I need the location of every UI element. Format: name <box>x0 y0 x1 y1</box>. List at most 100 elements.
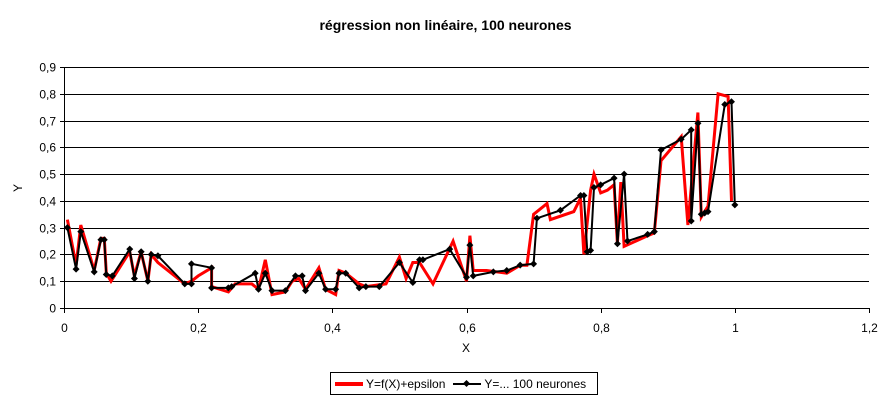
data-point-marker <box>644 230 652 238</box>
data-point-marker <box>322 285 330 293</box>
data-point-marker <box>362 283 370 291</box>
chart-title: régression non linéaire, 100 neurones <box>319 17 572 33</box>
x-tick-label: 0,8 <box>593 321 610 335</box>
y-tick-label: 0,3 <box>39 222 56 236</box>
data-point-marker <box>466 241 474 249</box>
y-tick-label: 0,1 <box>39 275 56 289</box>
data-point-marker <box>556 206 564 214</box>
legend-item-neurones: Y=... 100 neurones <box>453 377 586 391</box>
y-axis-title: Y <box>11 184 25 192</box>
data-point-marker <box>281 287 289 295</box>
black-diamond-line-icon <box>453 379 482 389</box>
data-point-marker <box>187 280 195 288</box>
data-point-marker <box>100 236 108 244</box>
y-tick-label: 0,8 <box>39 88 56 102</box>
legend: Y=f(X)+epsilon Y=... 100 neurones <box>330 372 598 395</box>
tick-labels: 0 0,1 0,2 0,3 0,4 0,5 0,6 0,7 0,8 0,9 0 0,2 0,4 0,6 0,… <box>39 61 878 336</box>
data-point-marker <box>72 265 80 273</box>
data-point-marker <box>721 100 729 108</box>
legend-label-target: Y=f(X)+epsilon <box>366 376 446 391</box>
gridlines <box>64 67 869 282</box>
red-line-icon <box>335 379 363 389</box>
data-point-marker <box>268 287 276 295</box>
data-point-marker <box>469 272 477 280</box>
data-point-marker <box>489 268 497 276</box>
data-point-marker <box>228 283 236 291</box>
data-point-marker <box>731 201 739 209</box>
data-point-marker <box>463 273 470 281</box>
data-point-marker <box>530 260 538 268</box>
data-point-marker <box>342 269 350 277</box>
data-point-marker <box>446 245 454 253</box>
data-point-marker <box>590 184 598 191</box>
y-tick-label: 0,2 <box>39 248 56 262</box>
data-point-marker <box>657 146 665 154</box>
series-layer <box>63 91 739 297</box>
data-point-marker <box>208 264 216 272</box>
data-point-marker <box>291 272 299 280</box>
series-target-line <box>65 91 733 297</box>
data-point-marker <box>335 269 343 277</box>
x-tick-label: 0 <box>61 321 68 335</box>
x-tick-label: 0,2 <box>190 321 207 335</box>
data-point-marker <box>620 170 628 178</box>
data-point-marker <box>409 279 417 287</box>
y-tick-label: 0,9 <box>39 61 56 75</box>
data-point-marker <box>208 284 216 292</box>
data-point-marker <box>580 192 588 200</box>
data-point-marker <box>375 283 383 291</box>
data-point-marker <box>181 280 189 288</box>
data-point-marker <box>687 217 695 225</box>
data-point-marker <box>650 228 658 236</box>
x-tick-label: 0,4 <box>324 321 341 335</box>
data-point-marker <box>130 275 138 283</box>
data-point-marker <box>302 287 309 295</box>
data-point-marker <box>187 260 195 268</box>
data-point-marker <box>108 272 116 280</box>
y-tick-label: 0 <box>49 302 56 316</box>
data-point-marker <box>419 256 427 264</box>
data-point-marker <box>395 258 403 266</box>
y-tick-label: 0,4 <box>39 195 56 209</box>
y-tick-label: 0,6 <box>39 141 56 155</box>
data-point-marker <box>613 240 621 248</box>
data-point-marker <box>126 245 134 253</box>
data-point-marker <box>355 284 363 292</box>
data-point-marker <box>102 271 110 279</box>
data-point-marker <box>90 268 98 276</box>
data-point-marker <box>704 208 712 216</box>
data-point-marker <box>727 98 735 106</box>
data-point-marker <box>332 285 340 293</box>
data-point-marker <box>624 237 631 245</box>
data-point-marker <box>587 246 595 254</box>
x-tick-label: 0,6 <box>459 321 476 335</box>
data-point-marker <box>77 228 85 236</box>
x-axis-title: X <box>462 341 470 355</box>
data-point-marker <box>255 285 263 293</box>
data-point-marker <box>503 267 511 275</box>
data-point-marker <box>251 269 259 277</box>
axes <box>60 67 870 313</box>
data-point-marker <box>298 272 306 280</box>
data-point-marker <box>533 214 541 222</box>
data-point-marker <box>154 252 162 260</box>
data-point-marker <box>694 119 702 127</box>
y-tick-label: 0,5 <box>39 168 56 182</box>
data-point-marker <box>597 181 605 189</box>
data-point-marker <box>261 269 269 277</box>
data-point-marker <box>687 126 695 134</box>
data-point-marker <box>147 250 155 258</box>
x-tick-label: 1 <box>732 321 739 335</box>
data-point-marker <box>677 135 685 143</box>
legend-label-neurones: Y=... 100 neurones <box>484 376 587 391</box>
data-point-marker <box>63 224 71 232</box>
legend-item-target: Y=f(X)+epsilon <box>335 377 445 391</box>
data-point-marker <box>315 269 323 277</box>
x-tick-label: 1,2 <box>861 321 878 335</box>
data-point-marker <box>137 248 145 256</box>
data-point-marker <box>610 174 618 182</box>
data-point-marker <box>144 277 152 285</box>
data-point-marker <box>516 261 524 269</box>
y-tick-label: 0,7 <box>39 115 56 129</box>
